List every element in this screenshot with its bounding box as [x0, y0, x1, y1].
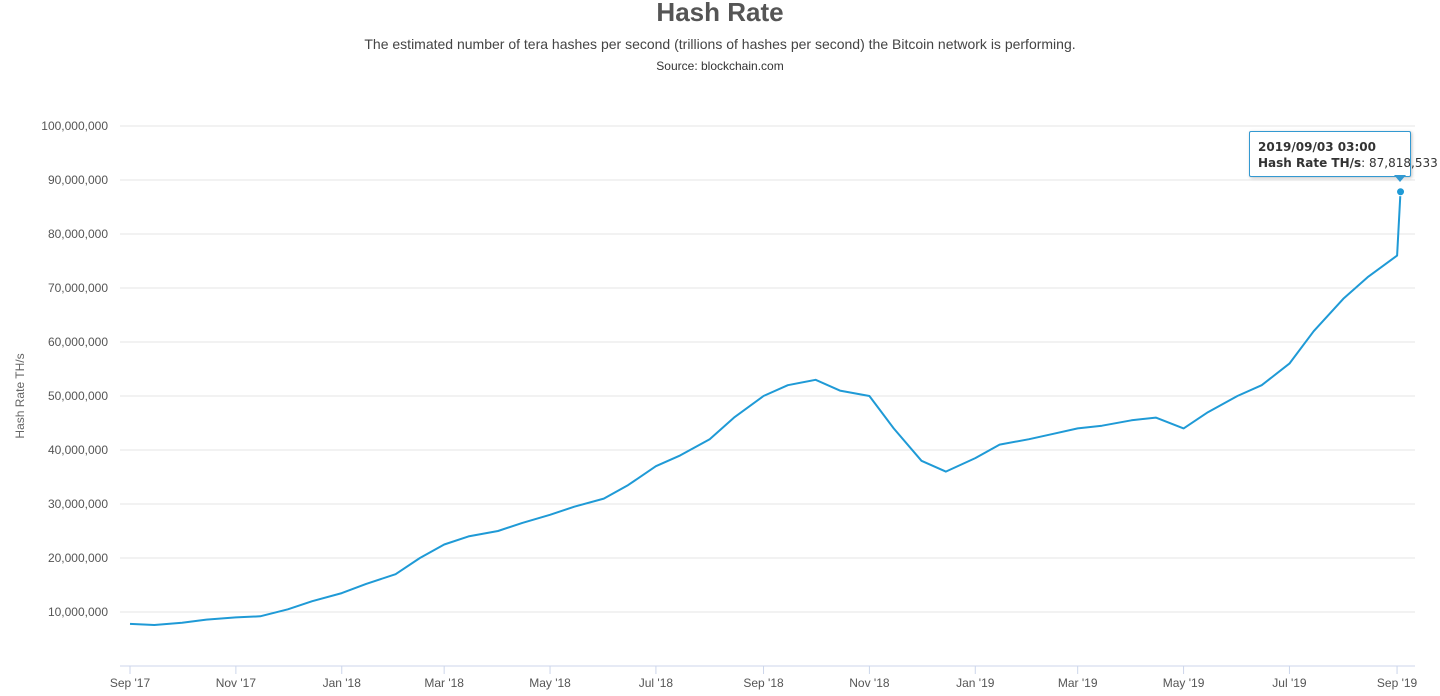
chart-title: Hash Rate: [656, 0, 784, 27]
y-tick-label: 50,000,000: [48, 389, 108, 403]
y-tick-label: 10,000,000: [48, 605, 108, 619]
x-axis: Sep '17 Nov '17 Jan '18 Mar '18 May '18 Jul '…: [110, 665, 1418, 690]
y-tick-label: 100,000,000: [41, 119, 108, 133]
y-tick-label: 70,000,000: [48, 281, 108, 295]
y-tick-label: 20,000,000: [48, 551, 108, 565]
tooltip-arrow: [1394, 175, 1406, 182]
chart-subtitle: The estimated number of tera hashes per …: [364, 36, 1076, 52]
tooltip-label: Hash Rate TH/s: [1258, 156, 1362, 170]
hash-rate-line[interactable]: [129, 191, 1402, 626]
x-tick-label: Sep '17: [110, 676, 151, 690]
y-axis-label: Hash Rate TH/s: [13, 353, 27, 438]
grid-lines: [120, 125, 1415, 613]
x-tick-label: Nov '18: [849, 676, 890, 690]
x-tick-label: Jan '19: [956, 676, 995, 690]
x-tick-label: Jul '19: [1272, 676, 1307, 690]
x-tick-label: Mar '18: [424, 676, 464, 690]
tooltip-date: 2019/09/03 03:00: [1258, 140, 1376, 154]
y-tick-label: 40,000,000: [48, 443, 108, 457]
x-tick-label: Jul '18: [639, 676, 674, 690]
x-tick-label: Mar '19: [1058, 676, 1098, 690]
tooltip-value: 87,818,533: [1369, 156, 1438, 170]
x-tick-label: Sep '18: [743, 676, 784, 690]
x-tick-label: Sep '19: [1377, 676, 1418, 690]
chart-source: Source: blockchain.com: [656, 59, 784, 73]
y-tick-label: 80,000,000: [48, 227, 108, 241]
x-tick-label: Jan '18: [323, 676, 362, 690]
hover-point-marker[interactable]: [1396, 187, 1406, 197]
y-tick-label: 30,000,000: [48, 497, 108, 511]
y-tick-label: 60,000,000: [48, 335, 108, 349]
x-tick-label: May '18: [529, 676, 571, 690]
x-tick-label: Nov '17: [216, 676, 257, 690]
y-tick-label: 90,000,000: [48, 173, 108, 187]
x-tick-label: May '19: [1163, 676, 1205, 690]
tooltip-value-line: Hash Rate TH/s: 87,818,533: [1258, 156, 1438, 170]
hover-tooltip: 2019/09/03 03:00 Hash Rate TH/s: 87,818,…: [1249, 131, 1438, 182]
y-axis-ticks: 10,000,000 20,000,000 30,000,000 40,000,000…: [41, 119, 108, 619]
